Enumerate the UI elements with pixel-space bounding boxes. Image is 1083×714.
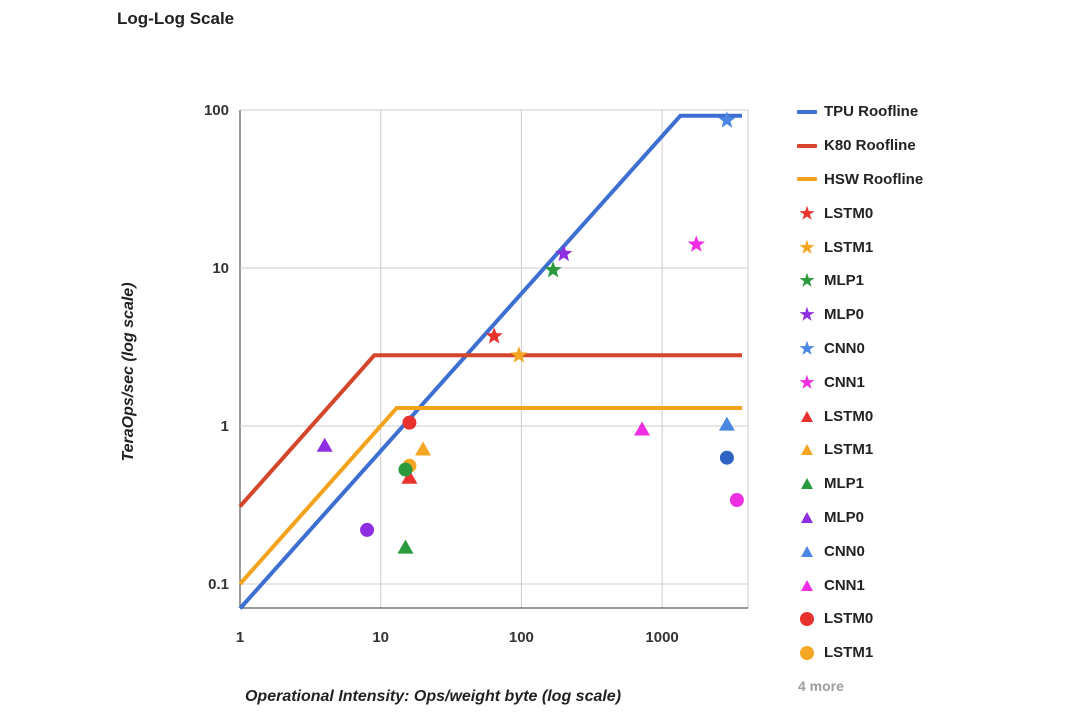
triangle-icon <box>794 474 820 494</box>
y-tick-label: 10 <box>212 260 229 277</box>
cnn0-circle-point <box>719 450 734 465</box>
legend-item[interactable]: MLP0 <box>794 501 923 535</box>
legend-line-swatch <box>794 102 820 122</box>
k80-roofline-line <box>238 353 742 508</box>
star-icon: ★ <box>799 372 815 392</box>
legend-label: LSTM0 <box>824 204 874 222</box>
lstm0-circle-point <box>402 415 417 430</box>
star-icon: ★ <box>799 271 815 291</box>
legend-label: MLP0 <box>824 508 865 526</box>
legend-item[interactable]: LSTM0 <box>794 602 923 636</box>
circle-icon <box>794 643 820 663</box>
legend-item[interactable]: K80 Roofline <box>794 129 923 163</box>
legend: TPU Roofline K80 Roofline HSW Roofline ★ LST… <box>794 95 923 703</box>
legend-item[interactable]: CNN0 <box>794 534 923 568</box>
legend-item[interactable]: ★ LSTM1 <box>794 230 923 264</box>
y-tick-label: 1 <box>221 418 229 435</box>
star-icon: ★ <box>799 237 815 257</box>
x-tick-label: 1 <box>236 629 244 646</box>
legend-item[interactable]: ★ CNN1 <box>794 365 923 399</box>
legend-item[interactable]: CNN1 <box>794 568 923 602</box>
legend-item[interactable]: MLP1 <box>794 467 923 501</box>
legend-line-swatch <box>794 169 820 189</box>
legend-label: LSTM0 <box>824 610 874 628</box>
legend-item[interactable]: ★ MLP0 <box>794 298 923 332</box>
cnn0-star-point <box>718 111 736 128</box>
mlp1-circle-point <box>398 462 413 477</box>
chart-title: Log-Log Scale <box>117 9 234 28</box>
mlp0-triangle-point <box>316 437 333 452</box>
legend-label: CNN1 <box>824 576 865 594</box>
x-tick-label: 10 <box>372 629 389 646</box>
legend-more-label: 4 more <box>798 678 844 695</box>
hsw-roofline-line <box>238 406 742 586</box>
legend-item[interactable]: ★ CNN0 <box>794 332 923 366</box>
mlp1-triangle-point <box>397 539 414 554</box>
legend-line-swatch <box>794 136 820 156</box>
mlp1-star-point <box>544 261 562 278</box>
legend-label: MLP1 <box>824 475 865 493</box>
y-axis-label: TeraOps/sec (log scale) <box>120 282 137 461</box>
legend-label: LSTM0 <box>824 407 874 425</box>
triangle-icon <box>794 406 820 426</box>
x-tick-label: 100 <box>509 629 534 646</box>
legend-label: LSTM1 <box>824 644 874 662</box>
tpu-roofline-line <box>238 113 742 610</box>
star-icon: ★ <box>799 305 815 325</box>
mlp0-star-point <box>555 244 573 262</box>
legend-label: K80 Roofline <box>824 137 916 155</box>
x-tick-label: 1000 <box>645 629 678 646</box>
circle-icon <box>794 609 820 629</box>
x-tick-labels: 1 10 100 1000 <box>236 629 679 646</box>
cnn1-triangle-point <box>634 421 651 436</box>
legend-item[interactable]: ★ LSTM0 <box>794 196 923 230</box>
legend-label: LSTM1 <box>824 238 874 256</box>
y-tick-label: 0.1 <box>208 576 229 593</box>
triangle-icon <box>794 507 820 527</box>
star-icon: ★ <box>799 338 815 358</box>
legend-item[interactable]: LSTM0 <box>794 399 923 433</box>
legend-label: TPU Roofline <box>824 103 919 121</box>
legend-label: MLP0 <box>824 306 865 324</box>
cnn0-triangle-point <box>718 416 735 431</box>
legend-label: LSTM1 <box>824 441 874 459</box>
x-axis-label: Operational Intensity: Ops/weight byte (… <box>245 688 621 705</box>
legend-item[interactable]: LSTM1 <box>794 636 923 670</box>
data-points <box>316 111 744 554</box>
legend-label: MLP1 <box>824 272 865 290</box>
legend-label: CNN0 <box>824 542 865 560</box>
legend-item[interactable]: ★ MLP1 <box>794 264 923 298</box>
mlp0-circle-point <box>360 522 375 537</box>
triangle-icon <box>794 440 820 460</box>
legend-item[interactable]: LSTM1 <box>794 433 923 467</box>
cnn1-star-point <box>687 235 705 252</box>
legend-item[interactable]: TPU Roofline <box>794 95 923 129</box>
cnn1-circle-point <box>729 493 744 508</box>
legend-label: HSW Roofline <box>824 170 924 188</box>
legend-more-link[interactable]: 4 more <box>794 670 923 704</box>
lstm0-star-point <box>485 327 503 344</box>
triangle-icon <box>794 541 820 561</box>
legend-item[interactable]: HSW Roofline <box>794 163 923 197</box>
lstm0-triangle-point <box>401 469 418 484</box>
y-tick-label: 100 <box>204 102 229 119</box>
lstm1-triangle-point <box>415 441 432 456</box>
grid <box>239 109 749 609</box>
legend-label: CNN1 <box>824 373 865 391</box>
triangle-icon <box>794 575 820 595</box>
roofline-lines <box>238 113 742 610</box>
star-icon: ★ <box>799 203 815 223</box>
lstm1-star-point <box>510 346 528 363</box>
legend-label: CNN0 <box>824 339 865 357</box>
y-tick-labels: 0.1 1 10 100 <box>204 102 229 593</box>
